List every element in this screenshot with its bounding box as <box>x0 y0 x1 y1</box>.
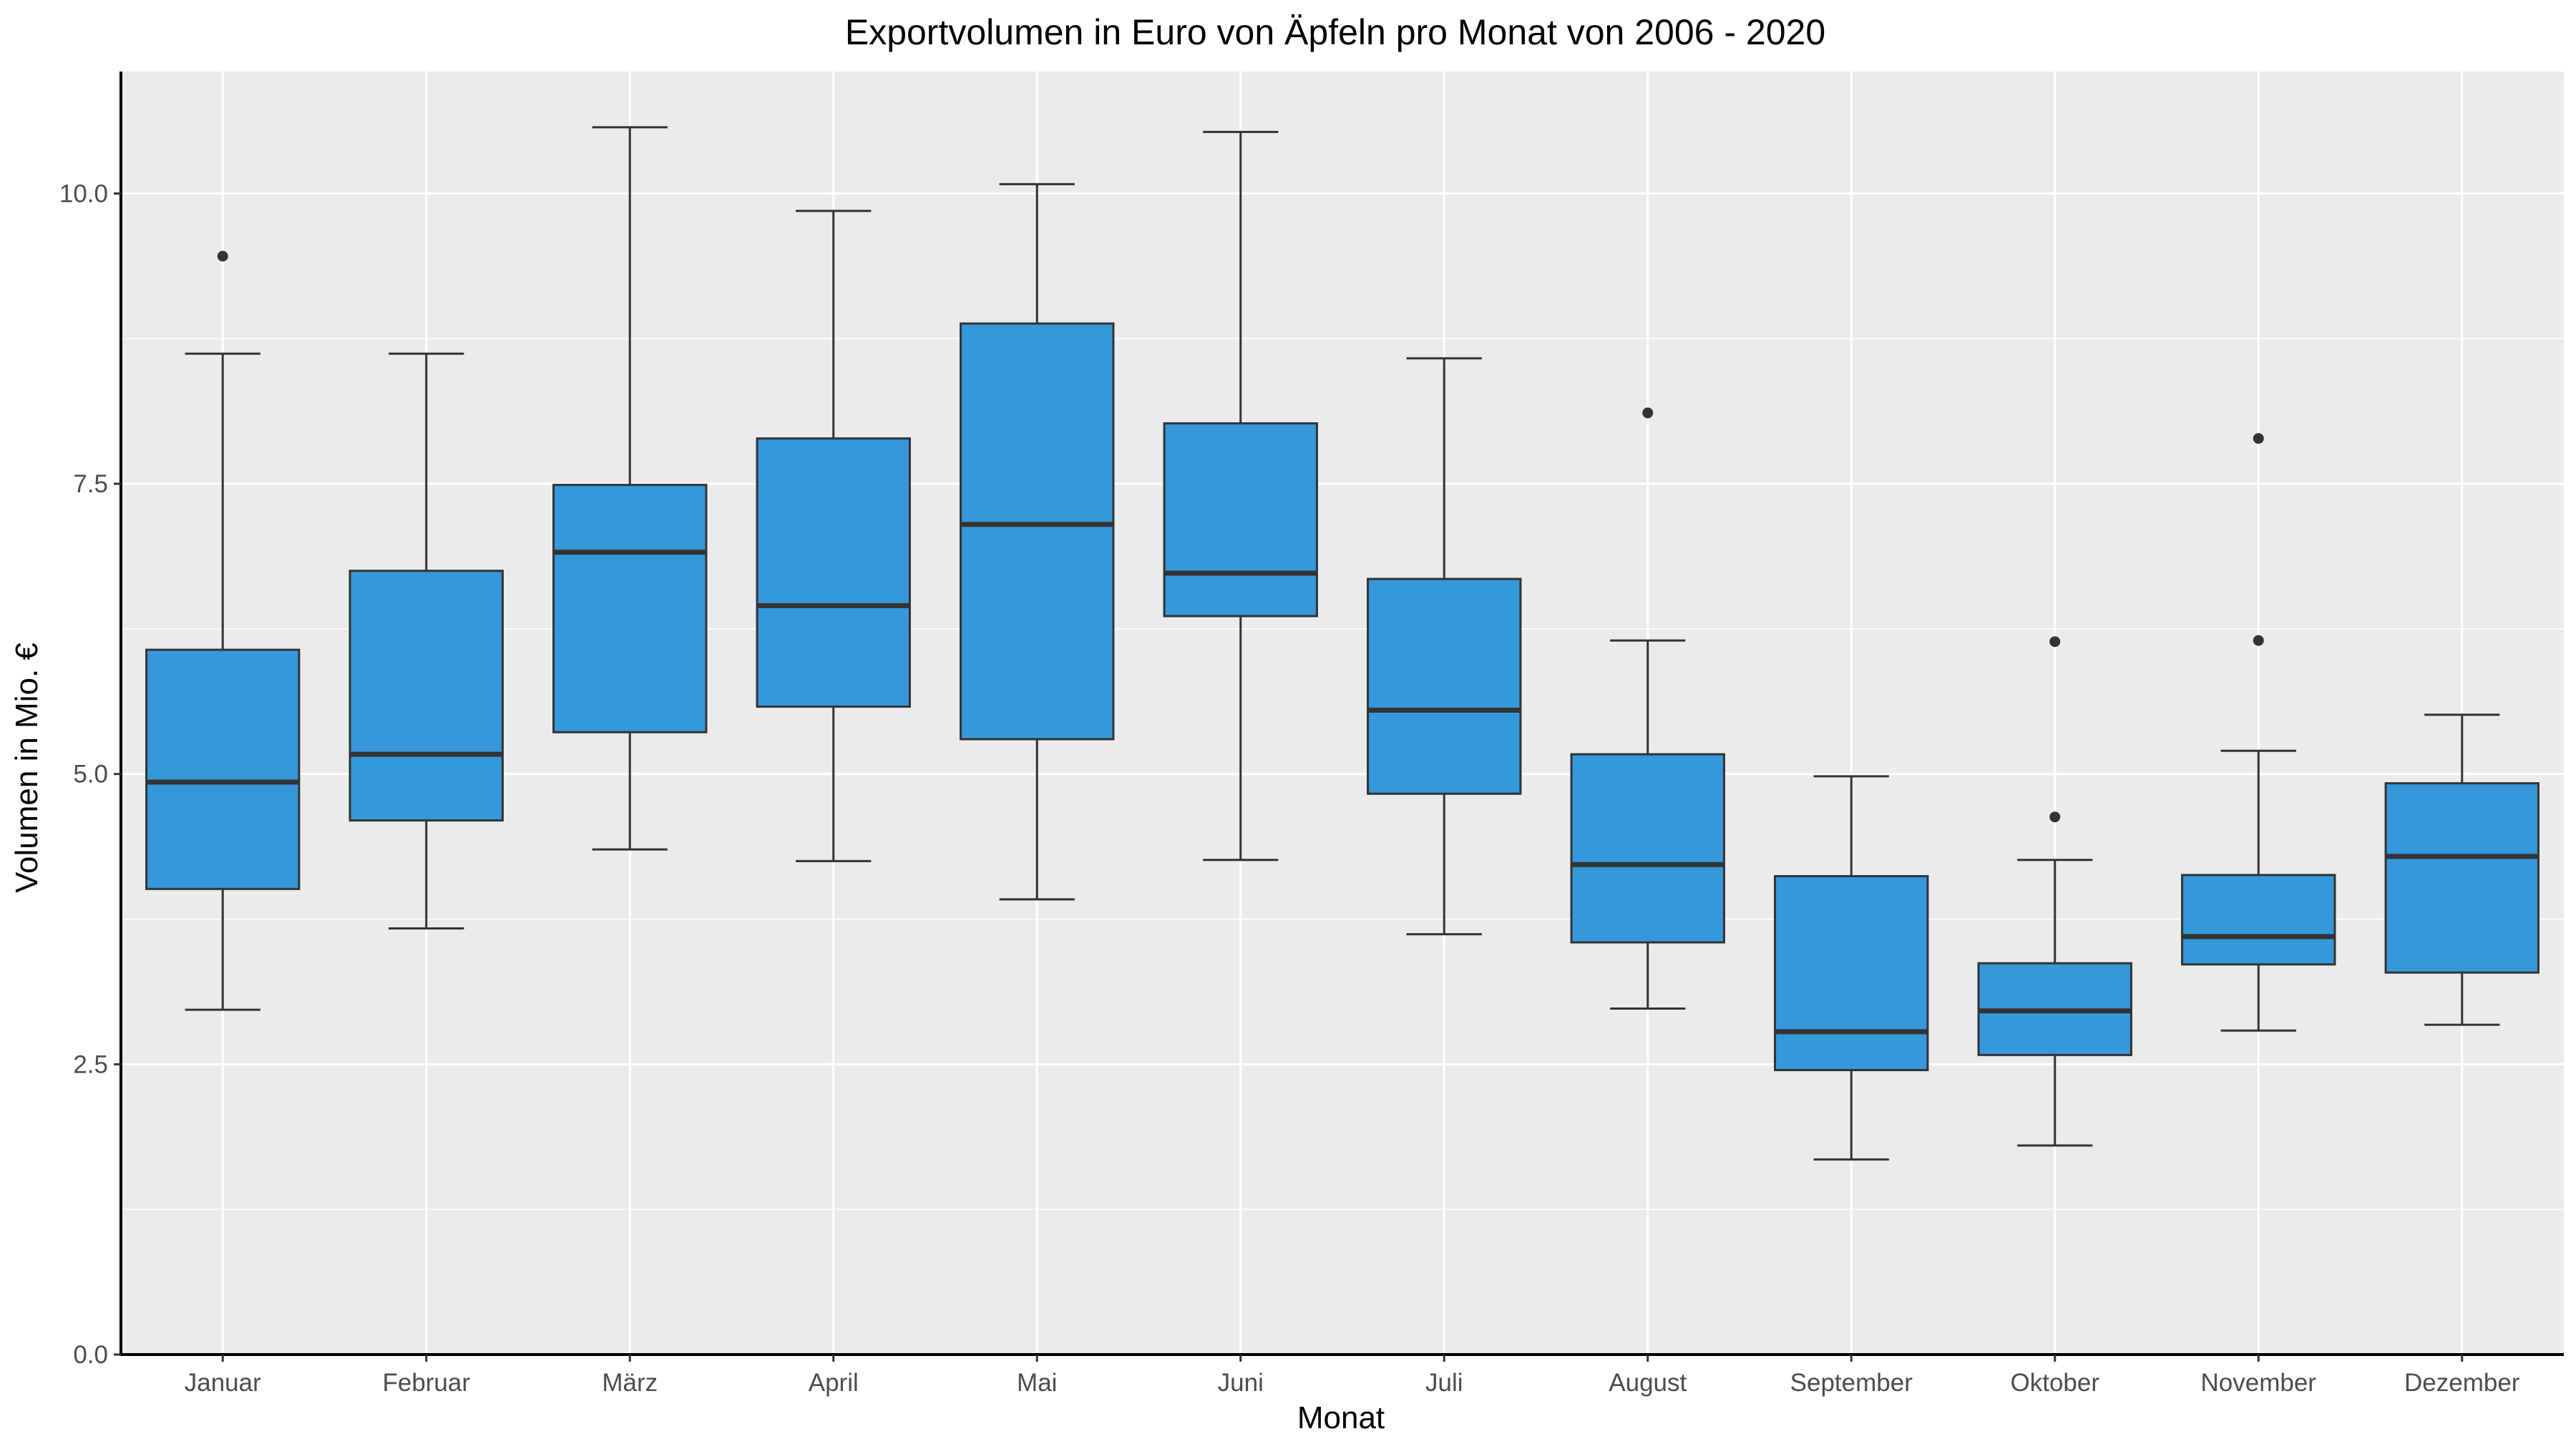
box-august <box>1570 407 1725 1010</box>
outlier-point <box>2049 811 2061 823</box>
x-axis-label: Monat <box>1297 1400 1385 1435</box>
x-tick-label: Juni <box>1218 1369 1264 1397</box>
box-september <box>1774 775 1929 1161</box>
outlier-point <box>2049 636 2061 648</box>
x-tick-label: Dezember <box>2404 1369 2520 1397</box>
y-tick-label: 10.0 <box>59 180 108 208</box>
box-iqr <box>2181 874 2336 966</box>
box-november <box>2181 433 2336 1032</box>
x-tick-label: Januar <box>185 1369 261 1397</box>
y-tick-label: 7.5 <box>73 470 108 498</box>
x-tick-label: September <box>1790 1369 1913 1397</box>
box-iqr <box>1774 874 1929 1071</box>
x-tick-label: Februar <box>382 1369 470 1397</box>
outlier-point <box>2253 635 2264 646</box>
box-mai <box>960 182 1115 901</box>
outlier-point <box>1642 407 1654 419</box>
box-iqr <box>960 322 1115 741</box>
x-axis-ticks: Januar Februar März April Mai Juni Juli August S… <box>185 1355 2520 1397</box>
chart-title: Exportvolumen in Euro von Äpfeln pro Mon… <box>845 12 1825 52</box>
box-iqr <box>348 570 504 822</box>
box-februar <box>348 352 504 930</box>
x-tick-label: Oktober <box>2011 1369 2100 1397</box>
box-april <box>756 210 911 862</box>
box-juni <box>1163 130 1318 862</box>
box-januar <box>145 250 301 1011</box>
y-tick-label: 2.5 <box>73 1050 108 1078</box>
y-axis-label: Volumen in Mio. € <box>9 643 44 893</box>
box-märz <box>552 126 708 851</box>
box-iqr <box>756 437 911 708</box>
x-tick-label: März <box>602 1369 658 1397</box>
x-tick-label: November <box>2201 1369 2317 1397</box>
y-tick-label: 5.0 <box>73 761 108 789</box>
x-tick-label: August <box>1609 1369 1687 1397</box>
box-iqr <box>552 484 708 733</box>
x-tick-label: April <box>809 1369 859 1397</box>
outlier-point <box>217 250 228 262</box>
box-oktober <box>1977 636 2132 1147</box>
minor-gridlines <box>121 338 2564 1210</box>
box-iqr <box>2384 782 2540 974</box>
box-series <box>145 126 2540 1161</box>
plot-panel <box>121 72 2564 1355</box>
box-iqr <box>145 648 301 890</box>
x-tick-label: Juli <box>1425 1369 1463 1397</box>
box-iqr <box>1367 577 1522 795</box>
box-iqr <box>1570 753 1725 944</box>
y-axis-ticks: 0.0 2.5 5.0 7.5 10.0 <box>59 180 121 1369</box>
box-iqr <box>1163 422 1318 618</box>
box-juli <box>1367 357 1522 936</box>
x-tick-label: Mai <box>1017 1369 1057 1397</box>
box-dezember <box>2384 713 2540 1026</box>
outlier-point <box>2253 433 2264 444</box>
y-tick-label: 0.0 <box>73 1341 108 1369</box>
